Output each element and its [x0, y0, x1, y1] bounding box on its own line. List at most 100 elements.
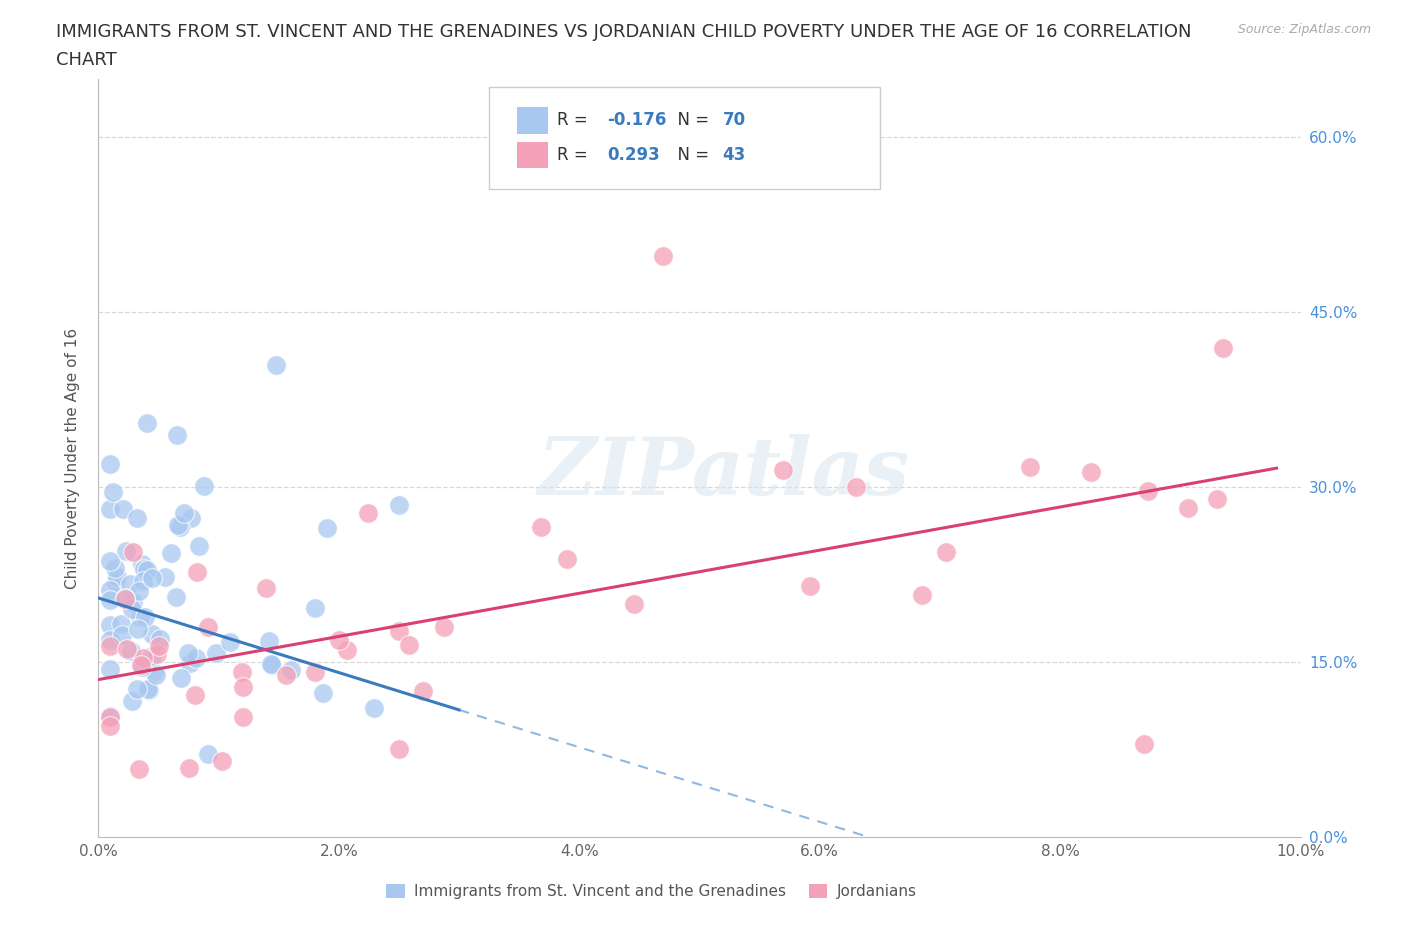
Immigrants from St. Vincent and the Grenadines: [165, 590, 187, 604]
Jordanians: [145, 646, 167, 661]
Immigrants from St. Vincent and the Grenadines: [120, 644, 142, 658]
Immigrants from St. Vincent and the Grenadines: [100, 592, 122, 607]
Immigrants from St. Vincent and the Grenadines: [259, 633, 281, 648]
Immigrants from St. Vincent and the Grenadines: [173, 505, 195, 520]
Text: ZIPatlas: ZIPatlas: [537, 434, 910, 512]
Jordanians: [388, 741, 411, 756]
Immigrants from St. Vincent and the Grenadines: [100, 661, 122, 676]
Immigrants from St. Vincent and the Grenadines: [121, 602, 143, 617]
Jordanians: [328, 632, 350, 647]
Jordanians: [1206, 492, 1229, 507]
Jordanians: [100, 639, 122, 654]
Immigrants from St. Vincent and the Grenadines: [179, 656, 201, 671]
Immigrants from St. Vincent and the Grenadines: [136, 563, 159, 578]
Jordanians: [114, 591, 136, 606]
Jordanians: [1212, 341, 1234, 356]
Immigrants from St. Vincent and the Grenadines: [141, 571, 163, 586]
Immigrants from St. Vincent and the Grenadines: [266, 357, 288, 372]
Jordanians: [911, 587, 934, 602]
Jordanians: [433, 619, 456, 634]
Immigrants from St. Vincent and the Grenadines: [104, 575, 127, 590]
Immigrants from St. Vincent and the Grenadines: [100, 502, 122, 517]
Text: Source: ZipAtlas.com: Source: ZipAtlas.com: [1237, 23, 1371, 36]
Jordanians: [1133, 737, 1156, 751]
Text: 0.293: 0.293: [607, 146, 659, 165]
Immigrants from St. Vincent and the Grenadines: [149, 631, 172, 646]
Immigrants from St. Vincent and the Grenadines: [100, 709, 122, 724]
Jordanians: [557, 551, 579, 566]
Jordanians: [254, 581, 277, 596]
Immigrants from St. Vincent and the Grenadines: [104, 561, 127, 576]
Jordanians: [197, 619, 219, 634]
Jordanians: [529, 520, 551, 535]
Text: CHART: CHART: [56, 51, 117, 69]
Jordanians: [1177, 500, 1199, 515]
Jordanians: [128, 762, 150, 777]
Text: -0.176: -0.176: [607, 112, 666, 129]
Immigrants from St. Vincent and the Grenadines: [100, 582, 122, 597]
Immigrants from St. Vincent and the Grenadines: [114, 543, 136, 558]
Immigrants from St. Vincent and the Grenadines: [118, 577, 141, 591]
Immigrants from St. Vincent and the Grenadines: [132, 573, 155, 588]
Immigrants from St. Vincent and the Grenadines: [205, 645, 228, 660]
Immigrants from St. Vincent and the Grenadines: [141, 649, 163, 664]
Jordanians: [232, 680, 254, 695]
Immigrants from St. Vincent and the Grenadines: [100, 618, 122, 632]
Jordanians: [412, 684, 434, 698]
Immigrants from St. Vincent and the Grenadines: [166, 427, 188, 442]
Immigrants from St. Vincent and the Grenadines: [304, 600, 326, 615]
Text: 70: 70: [723, 112, 745, 129]
Jordanians: [1019, 459, 1042, 474]
Immigrants from St. Vincent and the Grenadines: [122, 594, 145, 609]
Jordanians: [398, 638, 420, 653]
Immigrants from St. Vincent and the Grenadines: [180, 511, 202, 525]
Immigrants from St. Vincent and the Grenadines: [121, 694, 143, 709]
Immigrants from St. Vincent and the Grenadines: [138, 682, 160, 697]
Jordanians: [1080, 465, 1102, 480]
Immigrants from St. Vincent and the Grenadines: [280, 663, 302, 678]
Immigrants from St. Vincent and the Grenadines: [187, 538, 209, 553]
Immigrants from St. Vincent and the Grenadines: [160, 545, 183, 560]
Jordanians: [211, 753, 233, 768]
Jordanians: [845, 480, 868, 495]
Text: R =: R =: [557, 112, 593, 129]
Immigrants from St. Vincent and the Grenadines: [131, 557, 153, 572]
Text: R =: R =: [557, 146, 593, 165]
Immigrants from St. Vincent and the Grenadines: [129, 610, 152, 625]
Jordanians: [121, 545, 143, 560]
Immigrants from St. Vincent and the Grenadines: [105, 570, 128, 585]
Jordanians: [115, 642, 138, 657]
Immigrants from St. Vincent and the Grenadines: [135, 416, 157, 431]
Jordanians: [232, 710, 254, 724]
Jordanians: [304, 664, 326, 679]
FancyBboxPatch shape: [517, 107, 548, 134]
Immigrants from St. Vincent and the Grenadines: [128, 584, 150, 599]
Immigrants from St. Vincent and the Grenadines: [193, 478, 215, 493]
Immigrants from St. Vincent and the Grenadines: [388, 498, 411, 512]
Text: N =: N =: [668, 112, 714, 129]
Immigrants from St. Vincent and the Grenadines: [138, 683, 160, 698]
Immigrants from St. Vincent and the Grenadines: [111, 628, 134, 643]
Jordanians: [336, 643, 359, 658]
Immigrants from St. Vincent and the Grenadines: [169, 520, 191, 535]
Jordanians: [1136, 484, 1159, 498]
Immigrants from St. Vincent and the Grenadines: [145, 668, 167, 683]
Jordanians: [388, 623, 411, 638]
Immigrants from St. Vincent and the Grenadines: [125, 511, 148, 525]
Jordanians: [231, 664, 253, 679]
Jordanians: [177, 761, 200, 776]
Immigrants from St. Vincent and the Grenadines: [363, 700, 385, 715]
Immigrants from St. Vincent and the Grenadines: [100, 632, 122, 647]
Jordanians: [186, 565, 208, 579]
Immigrants from St. Vincent and the Grenadines: [134, 610, 156, 625]
Jordanians: [772, 463, 794, 478]
Jordanians: [100, 710, 122, 724]
Jordanians: [132, 650, 155, 665]
Jordanians: [652, 249, 675, 264]
Immigrants from St. Vincent and the Grenadines: [176, 645, 198, 660]
Immigrants from St. Vincent and the Grenadines: [143, 665, 166, 680]
Immigrants from St. Vincent and the Grenadines: [132, 562, 155, 577]
Immigrants from St. Vincent and the Grenadines: [218, 635, 240, 650]
Jordanians: [799, 578, 821, 593]
Immigrants from St. Vincent and the Grenadines: [114, 591, 136, 605]
